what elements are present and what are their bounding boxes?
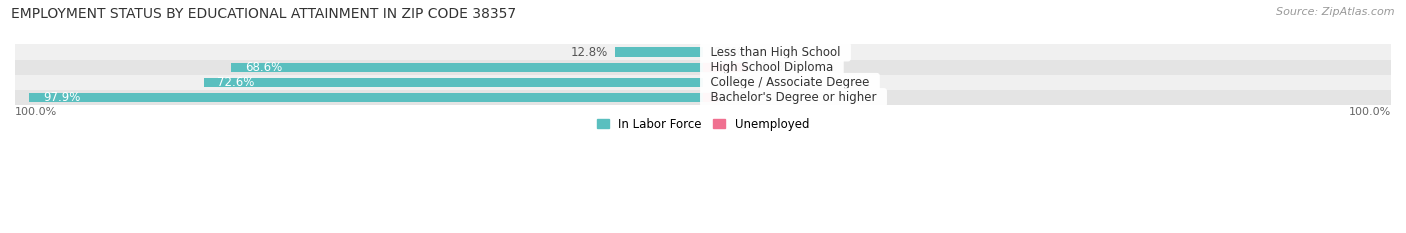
Text: 2.2%: 2.2% <box>728 91 758 104</box>
Text: 0.0%: 0.0% <box>713 45 742 58</box>
Text: 100.0%: 100.0% <box>1348 107 1391 117</box>
Text: Source: ZipAtlas.com: Source: ZipAtlas.com <box>1277 7 1395 17</box>
Text: Bachelor's Degree or higher: Bachelor's Degree or higher <box>703 91 884 104</box>
Text: High School Diploma: High School Diploma <box>703 61 841 74</box>
Text: 0.0%: 0.0% <box>713 76 742 89</box>
Text: College / Associate Degree: College / Associate Degree <box>703 76 877 89</box>
Bar <box>15 75 1391 90</box>
Bar <box>15 60 1391 75</box>
Legend: In Labor Force, Unemployed: In Labor Force, Unemployed <box>592 113 814 136</box>
Bar <box>231 62 703 72</box>
Bar <box>204 78 703 87</box>
Bar <box>703 93 718 102</box>
Text: 68.6%: 68.6% <box>245 61 283 74</box>
Bar <box>703 62 748 72</box>
Text: 12.8%: 12.8% <box>571 45 607 58</box>
Bar <box>30 93 703 102</box>
Bar <box>15 90 1391 105</box>
Text: 100.0%: 100.0% <box>15 107 58 117</box>
Bar <box>614 47 703 57</box>
Text: Less than High School: Less than High School <box>703 45 848 58</box>
Text: 72.6%: 72.6% <box>218 76 254 89</box>
Text: 6.6%: 6.6% <box>759 61 789 74</box>
Text: 97.9%: 97.9% <box>44 91 80 104</box>
Text: EMPLOYMENT STATUS BY EDUCATIONAL ATTAINMENT IN ZIP CODE 38357: EMPLOYMENT STATUS BY EDUCATIONAL ATTAINM… <box>11 7 516 21</box>
Bar <box>15 45 1391 60</box>
